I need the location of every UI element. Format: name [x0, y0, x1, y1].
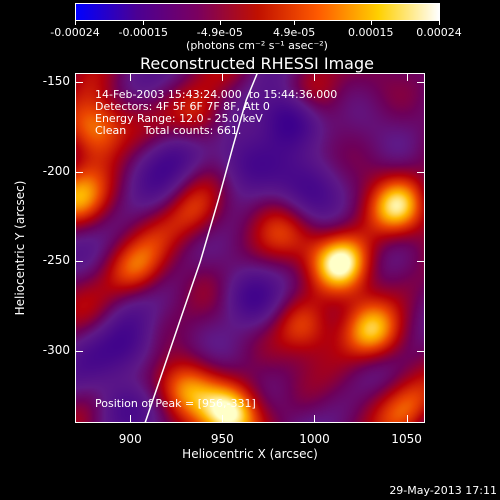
annotation-clean-counts: Clean Total counts: 661. [95, 124, 242, 137]
annotation-peak-position: Position of Peak = [956,-331] [95, 397, 256, 410]
colorbar-tick [439, 21, 440, 25]
y-tick-label: -250 [42, 253, 70, 268]
colorbar-tick-label: 0.00024 [416, 26, 462, 39]
colorbar-tick-label: -0.00024 [50, 26, 100, 39]
heatmap-plot-area: 14-Feb-2003 15:43:24.000 to 15:44:36.000… [75, 73, 425, 423]
x-tick-label: 950 [210, 432, 234, 446]
y-tick-mark [75, 261, 83, 263]
heatmap-canvas [75, 73, 425, 423]
x-tick-mark [130, 73, 132, 81]
y-tick-mark [75, 81, 83, 83]
x-tick-label: 1000 [299, 432, 330, 446]
colorbar-tick-label: -4.9e-05 [196, 26, 243, 39]
y-tick-mark [417, 171, 425, 173]
y-tick-mark [417, 351, 425, 353]
colorbar-tick-label: -0.00015 [118, 26, 168, 39]
annotation-time-range: 14-Feb-2003 15:43:24.000 to 15:44:36.000 [95, 88, 338, 101]
y-tick-mark [75, 171, 83, 173]
colorbar-tick [143, 21, 145, 25]
annotation-energy-range: Energy Range: 12.0 - 25.0 keV [95, 112, 263, 125]
x-tick-label: 900 [118, 432, 142, 446]
y-tick-mark [417, 261, 425, 263]
y-axis-label: Heliocentric Y (arcsec) [13, 180, 27, 316]
y-tick-label: -150 [42, 73, 70, 88]
y-tick-mark [75, 351, 83, 353]
y-tick-label: -300 [42, 343, 70, 358]
solar-limb-curve [144, 73, 259, 423]
colorbar-tick [294, 21, 296, 25]
y-tick-mark [417, 81, 425, 83]
colorbar-tick-label: 0.00015 [348, 26, 394, 39]
chart-title: Reconstructed RHESSI Image [140, 54, 374, 73]
timestamp-footer: 29-May-2013 17:11 [389, 484, 497, 497]
x-tick-mark [130, 415, 132, 423]
colorbar-tick [370, 21, 372, 25]
x-tick-mark [222, 73, 224, 81]
y-tick-label: -200 [42, 163, 70, 178]
colorbar-tick [219, 21, 221, 25]
x-axis-label: Heliocentric X (arcsec) [182, 447, 318, 461]
limb-overlay [144, 73, 259, 423]
x-tick-mark [314, 415, 316, 423]
x-tick-mark [222, 415, 224, 423]
x-tick-label: 1050 [391, 432, 422, 446]
x-tick-mark [406, 415, 408, 423]
colorbar-tick [75, 21, 76, 25]
annotation-detectors: Detectors: 4F 5F 6F 7F 8F, Att 0 [95, 100, 270, 113]
colorbar [75, 3, 440, 21]
colorbar-units-label: (photons cm⁻² s⁻¹ asec⁻²) [186, 39, 328, 52]
colorbar-tick-label: 4.9e-05 [273, 26, 316, 39]
x-tick-mark [314, 73, 316, 81]
x-tick-mark [406, 73, 408, 81]
